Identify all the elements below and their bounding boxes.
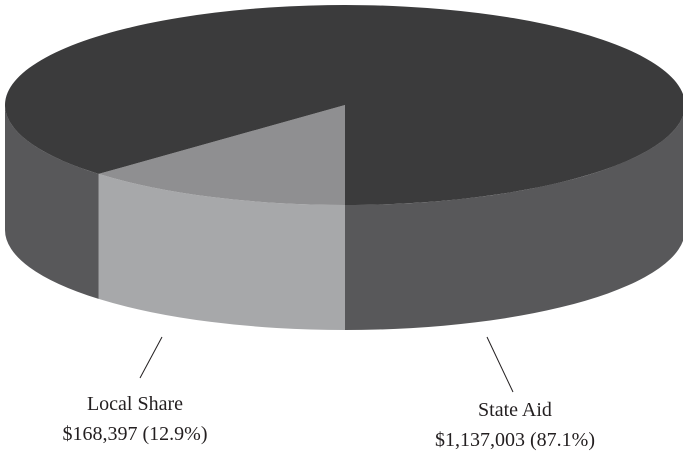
slice-top bbox=[98, 105, 345, 205]
slice-top bbox=[5, 5, 683, 205]
value-label: $168,397 (12.9%) bbox=[63, 423, 208, 445]
category-label: State Aid bbox=[478, 399, 552, 421]
slice-side bbox=[345, 115, 683, 330]
leader-line bbox=[139, 336, 163, 379]
slice-side bbox=[98, 173, 345, 330]
category-label: Local Share bbox=[87, 393, 183, 415]
slice-side bbox=[5, 105, 99, 299]
leader-line bbox=[486, 336, 514, 393]
value-label: $1,137,003 (87.1%) bbox=[435, 429, 595, 451]
